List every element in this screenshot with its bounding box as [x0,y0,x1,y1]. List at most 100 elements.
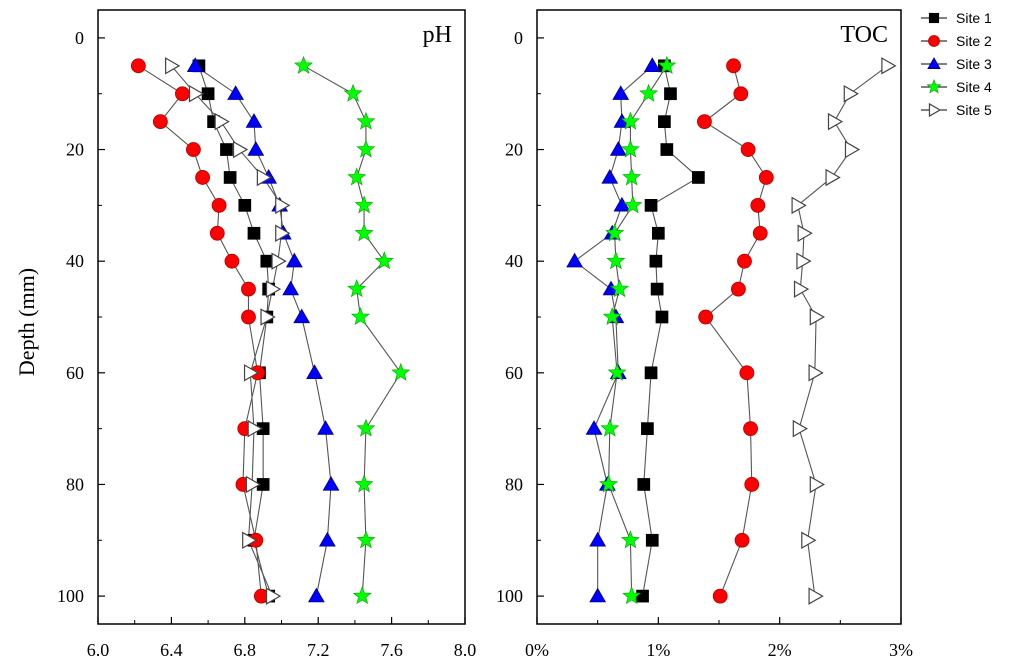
data-point-site-3 [317,420,334,435]
data-point-site-1 [636,589,649,603]
plot-frame [536,9,902,625]
data-point-site-5 [256,168,273,187]
data-point-site-2 [224,253,240,269]
data-point-site-4 [343,83,363,102]
data-point-site-5 [271,252,287,270]
data-point-site-1 [660,143,674,156]
data-point-site-5 [808,587,824,605]
data-point-site-1 [649,254,663,268]
data-point-site-1 [644,199,658,212]
data-point-site-3 [612,85,630,100]
data-point-site-2 [740,142,756,157]
data-point-site-4 [356,139,376,158]
data-point-site-2 [731,281,746,297]
data-point-site-4 [657,55,677,74]
legend-label-site-4: Site 4 [956,79,992,95]
data-point-site-3 [293,308,311,324]
plot-frame [97,9,466,625]
data-point-site-3 [245,113,263,128]
data-point-site-1 [655,310,669,324]
data-point-site-5 [265,280,282,298]
data-point-site-3 [306,364,323,379]
data-point-site-5 [165,57,181,75]
data-point-site-3 [322,475,340,491]
data-point-site-5 [260,308,276,326]
x-tick-label: 3% [889,640,913,660]
data-point-site-3 [566,252,584,268]
x-tick-label: 0% [525,640,549,660]
legend-label-site-3: Site 3 [956,56,992,72]
data-point-site-2 [744,477,760,492]
data-point-site-1 [641,422,654,435]
data-point-site-5 [793,280,810,298]
x-tick-label: 6.4 [160,640,183,660]
data-point-site-3 [585,420,603,435]
series-line-site-5 [797,65,888,597]
data-point-site-5 [809,475,825,494]
data-point-site-5 [796,252,812,270]
data-point-site-3 [247,141,265,156]
legend-marker-site-3 [927,57,941,69]
data-point-site-2 [712,588,728,604]
y-tick-label: 0 [75,28,84,48]
data-point-site-5 [791,196,807,215]
data-point-site-2 [750,197,766,213]
data-point-site-3 [601,168,619,184]
data-point-site-2 [758,170,774,185]
data-point-site-4 [356,418,376,437]
data-point-site-3 [285,252,303,268]
data-point-site-3 [589,587,607,603]
data-point-site-1 [247,226,261,240]
data-point-site-3 [307,587,325,603]
y-tick-label: 60 [505,363,523,383]
data-point-site-5 [242,531,258,550]
data-point-site-1 [692,171,705,184]
data-point-site-4 [352,586,372,605]
x-tick-label: 1% [646,640,670,660]
y-axis-label: Depth (mm) [14,268,39,376]
data-point-site-3 [613,196,631,212]
data-point-site-1 [223,171,237,184]
x-tick-label: 2% [768,640,792,660]
data-point-site-4 [622,167,642,186]
data-point-site-4 [620,139,640,158]
data-point-site-2 [752,225,768,241]
legend: Site 1 Site 2 Site 3 Site 4 Site 5 [921,10,992,118]
data-point-site-3 [186,57,204,72]
data-point-site-4 [602,307,622,326]
data-point-site-5 [243,364,260,382]
data-point-site-5 [792,419,808,438]
series-line-site-2 [703,65,767,597]
y-tick-label: 40 [505,251,523,271]
data-point-site-4 [620,530,640,549]
data-point-site-5 [188,84,205,103]
data-point-site-3 [282,280,300,296]
data-point-site-1 [651,226,665,240]
data-point-site-4 [620,111,640,130]
x-tick-label: 7.6 [380,640,403,660]
data-point-site-2 [186,142,201,157]
y-tick-label: 100 [57,586,84,606]
data-point-site-4 [622,586,642,605]
data-point-site-4 [356,111,376,130]
data-point-site-3 [609,141,627,156]
data-point-site-5 [827,112,844,131]
x-tick-label: 7.2 [307,640,330,660]
data-point-site-5 [808,364,824,382]
data-point-site-2 [734,532,750,548]
data-point-site-3 [643,57,661,72]
data-point-site-5 [275,224,291,243]
data-point-site-1 [644,366,658,380]
data-point-site-4 [605,223,625,242]
data-point-site-2 [733,86,749,102]
panel-title: TOC [840,22,888,48]
data-point-site-5 [214,112,230,131]
data-point-site-3 [589,531,607,547]
data-point-site-5 [265,587,282,605]
data-point-site-1 [238,199,252,212]
data-point-site-4 [607,362,627,381]
data-point-site-2 [241,281,256,297]
data-point-site-5 [247,419,263,438]
data-point-site-4 [391,362,411,381]
data-point-site-2 [737,253,752,269]
